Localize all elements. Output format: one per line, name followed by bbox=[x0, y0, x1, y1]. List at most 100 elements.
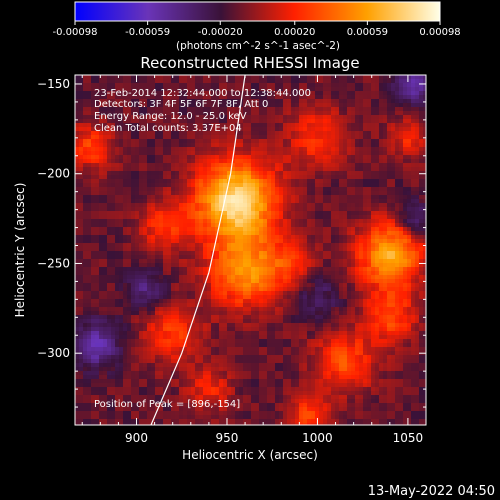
heatmap-cell bbox=[75, 75, 80, 80]
heatmap-cell bbox=[215, 299, 220, 304]
heatmap-cell bbox=[411, 275, 416, 280]
heatmap-cell bbox=[235, 251, 240, 256]
heatmap-cell bbox=[331, 179, 336, 184]
heatmap-cell bbox=[403, 183, 408, 188]
heatmap-cell bbox=[403, 95, 408, 100]
heatmap-cell bbox=[323, 271, 328, 276]
heatmap-cell bbox=[79, 287, 84, 292]
heatmap-cell bbox=[167, 203, 172, 208]
heatmap-cell bbox=[271, 147, 276, 152]
heatmap-cell bbox=[403, 199, 408, 204]
heatmap-cell bbox=[191, 83, 196, 88]
heatmap-cell bbox=[259, 119, 264, 124]
heatmap-cell bbox=[415, 111, 420, 116]
heatmap-cell bbox=[339, 131, 344, 136]
heatmap-cell bbox=[283, 123, 288, 128]
heatmap-cell bbox=[411, 243, 416, 248]
heatmap-cell bbox=[311, 263, 316, 268]
heatmap-cell bbox=[359, 131, 364, 136]
heatmap-cell bbox=[119, 223, 124, 228]
heatmap-cell bbox=[395, 211, 400, 216]
heatmap-cell bbox=[271, 199, 276, 204]
heatmap-cell bbox=[143, 131, 148, 136]
heatmap-cell bbox=[187, 111, 192, 116]
heatmap-cell bbox=[315, 167, 320, 172]
heatmap-cell bbox=[375, 271, 380, 276]
heatmap-cell bbox=[191, 195, 196, 200]
heatmap-cell bbox=[75, 231, 80, 236]
heatmap-cell bbox=[275, 87, 280, 92]
heatmap-cell bbox=[419, 103, 424, 108]
heatmap-cell bbox=[211, 199, 216, 204]
heatmap-cell bbox=[371, 127, 376, 132]
heatmap-cell bbox=[311, 235, 316, 240]
heatmap-cell bbox=[307, 79, 312, 84]
heatmap-cell bbox=[331, 171, 336, 176]
heatmap-cell bbox=[219, 235, 224, 240]
heatmap-cell bbox=[147, 135, 152, 140]
heatmap-cell bbox=[267, 195, 272, 200]
heatmap-cell bbox=[323, 175, 328, 180]
heatmap-cell bbox=[195, 283, 200, 288]
heatmap-cell bbox=[415, 271, 420, 276]
heatmap-cell bbox=[95, 191, 100, 196]
heatmap-cell bbox=[139, 255, 144, 260]
heatmap-cell bbox=[183, 191, 188, 196]
heatmap-cell bbox=[163, 87, 168, 92]
heatmap-cell bbox=[171, 203, 176, 208]
heatmap-cell bbox=[323, 267, 328, 272]
heatmap-cell bbox=[407, 99, 412, 104]
heatmap-cell bbox=[123, 175, 128, 180]
heatmap-cell bbox=[275, 195, 280, 200]
heatmap-cell bbox=[179, 139, 184, 144]
heatmap-cell bbox=[239, 219, 244, 224]
heatmap-cell bbox=[187, 183, 192, 188]
heatmap-cell bbox=[167, 107, 172, 112]
heatmap-cell bbox=[327, 247, 332, 252]
heatmap-cell bbox=[375, 183, 380, 188]
heatmap-cell bbox=[327, 295, 332, 300]
heatmap-cell bbox=[95, 259, 100, 264]
heatmap-cell bbox=[155, 139, 160, 144]
heatmap-cell bbox=[419, 223, 424, 228]
heatmap-cell bbox=[395, 191, 400, 196]
heatmap-cell bbox=[295, 147, 300, 152]
heatmap-cell bbox=[271, 171, 276, 176]
heatmap-cell bbox=[103, 111, 108, 116]
heatmap-cell bbox=[163, 283, 168, 288]
heatmap-cell bbox=[267, 119, 272, 124]
heatmap-cell bbox=[379, 127, 384, 132]
heatmap-cell bbox=[131, 151, 136, 156]
heatmap-cell bbox=[283, 91, 288, 96]
heatmap-cell bbox=[227, 203, 232, 208]
heatmap-cell bbox=[411, 163, 416, 168]
heatmap-cell bbox=[407, 227, 412, 232]
heatmap-cell bbox=[87, 287, 92, 292]
heatmap-cell bbox=[267, 83, 272, 88]
heatmap-cell bbox=[147, 107, 152, 112]
heatmap-cell bbox=[95, 295, 100, 300]
heatmap-cell bbox=[279, 91, 284, 96]
heatmap-cell bbox=[75, 299, 80, 304]
heatmap-cell bbox=[183, 91, 188, 96]
heatmap-cell bbox=[315, 247, 320, 252]
heatmap-cell bbox=[159, 191, 164, 196]
heatmap-cell bbox=[219, 183, 224, 188]
heatmap-cell bbox=[319, 87, 324, 92]
heatmap-cell bbox=[251, 87, 256, 92]
heatmap-cell bbox=[359, 119, 364, 124]
heatmap-cell bbox=[231, 123, 236, 128]
heatmap-cell bbox=[131, 271, 136, 276]
heatmap-cell bbox=[419, 267, 424, 272]
heatmap-cell bbox=[147, 263, 152, 268]
heatmap-cell bbox=[139, 271, 144, 276]
heatmap-cell bbox=[79, 179, 84, 184]
heatmap-cell bbox=[307, 119, 312, 124]
heatmap-cell bbox=[283, 207, 288, 212]
heatmap-cell bbox=[235, 139, 240, 144]
heatmap-cell bbox=[175, 295, 180, 300]
heatmap-cell bbox=[231, 271, 236, 276]
heatmap-cell bbox=[411, 283, 416, 288]
heatmap-cell bbox=[355, 283, 360, 288]
heatmap-cell bbox=[343, 183, 348, 188]
